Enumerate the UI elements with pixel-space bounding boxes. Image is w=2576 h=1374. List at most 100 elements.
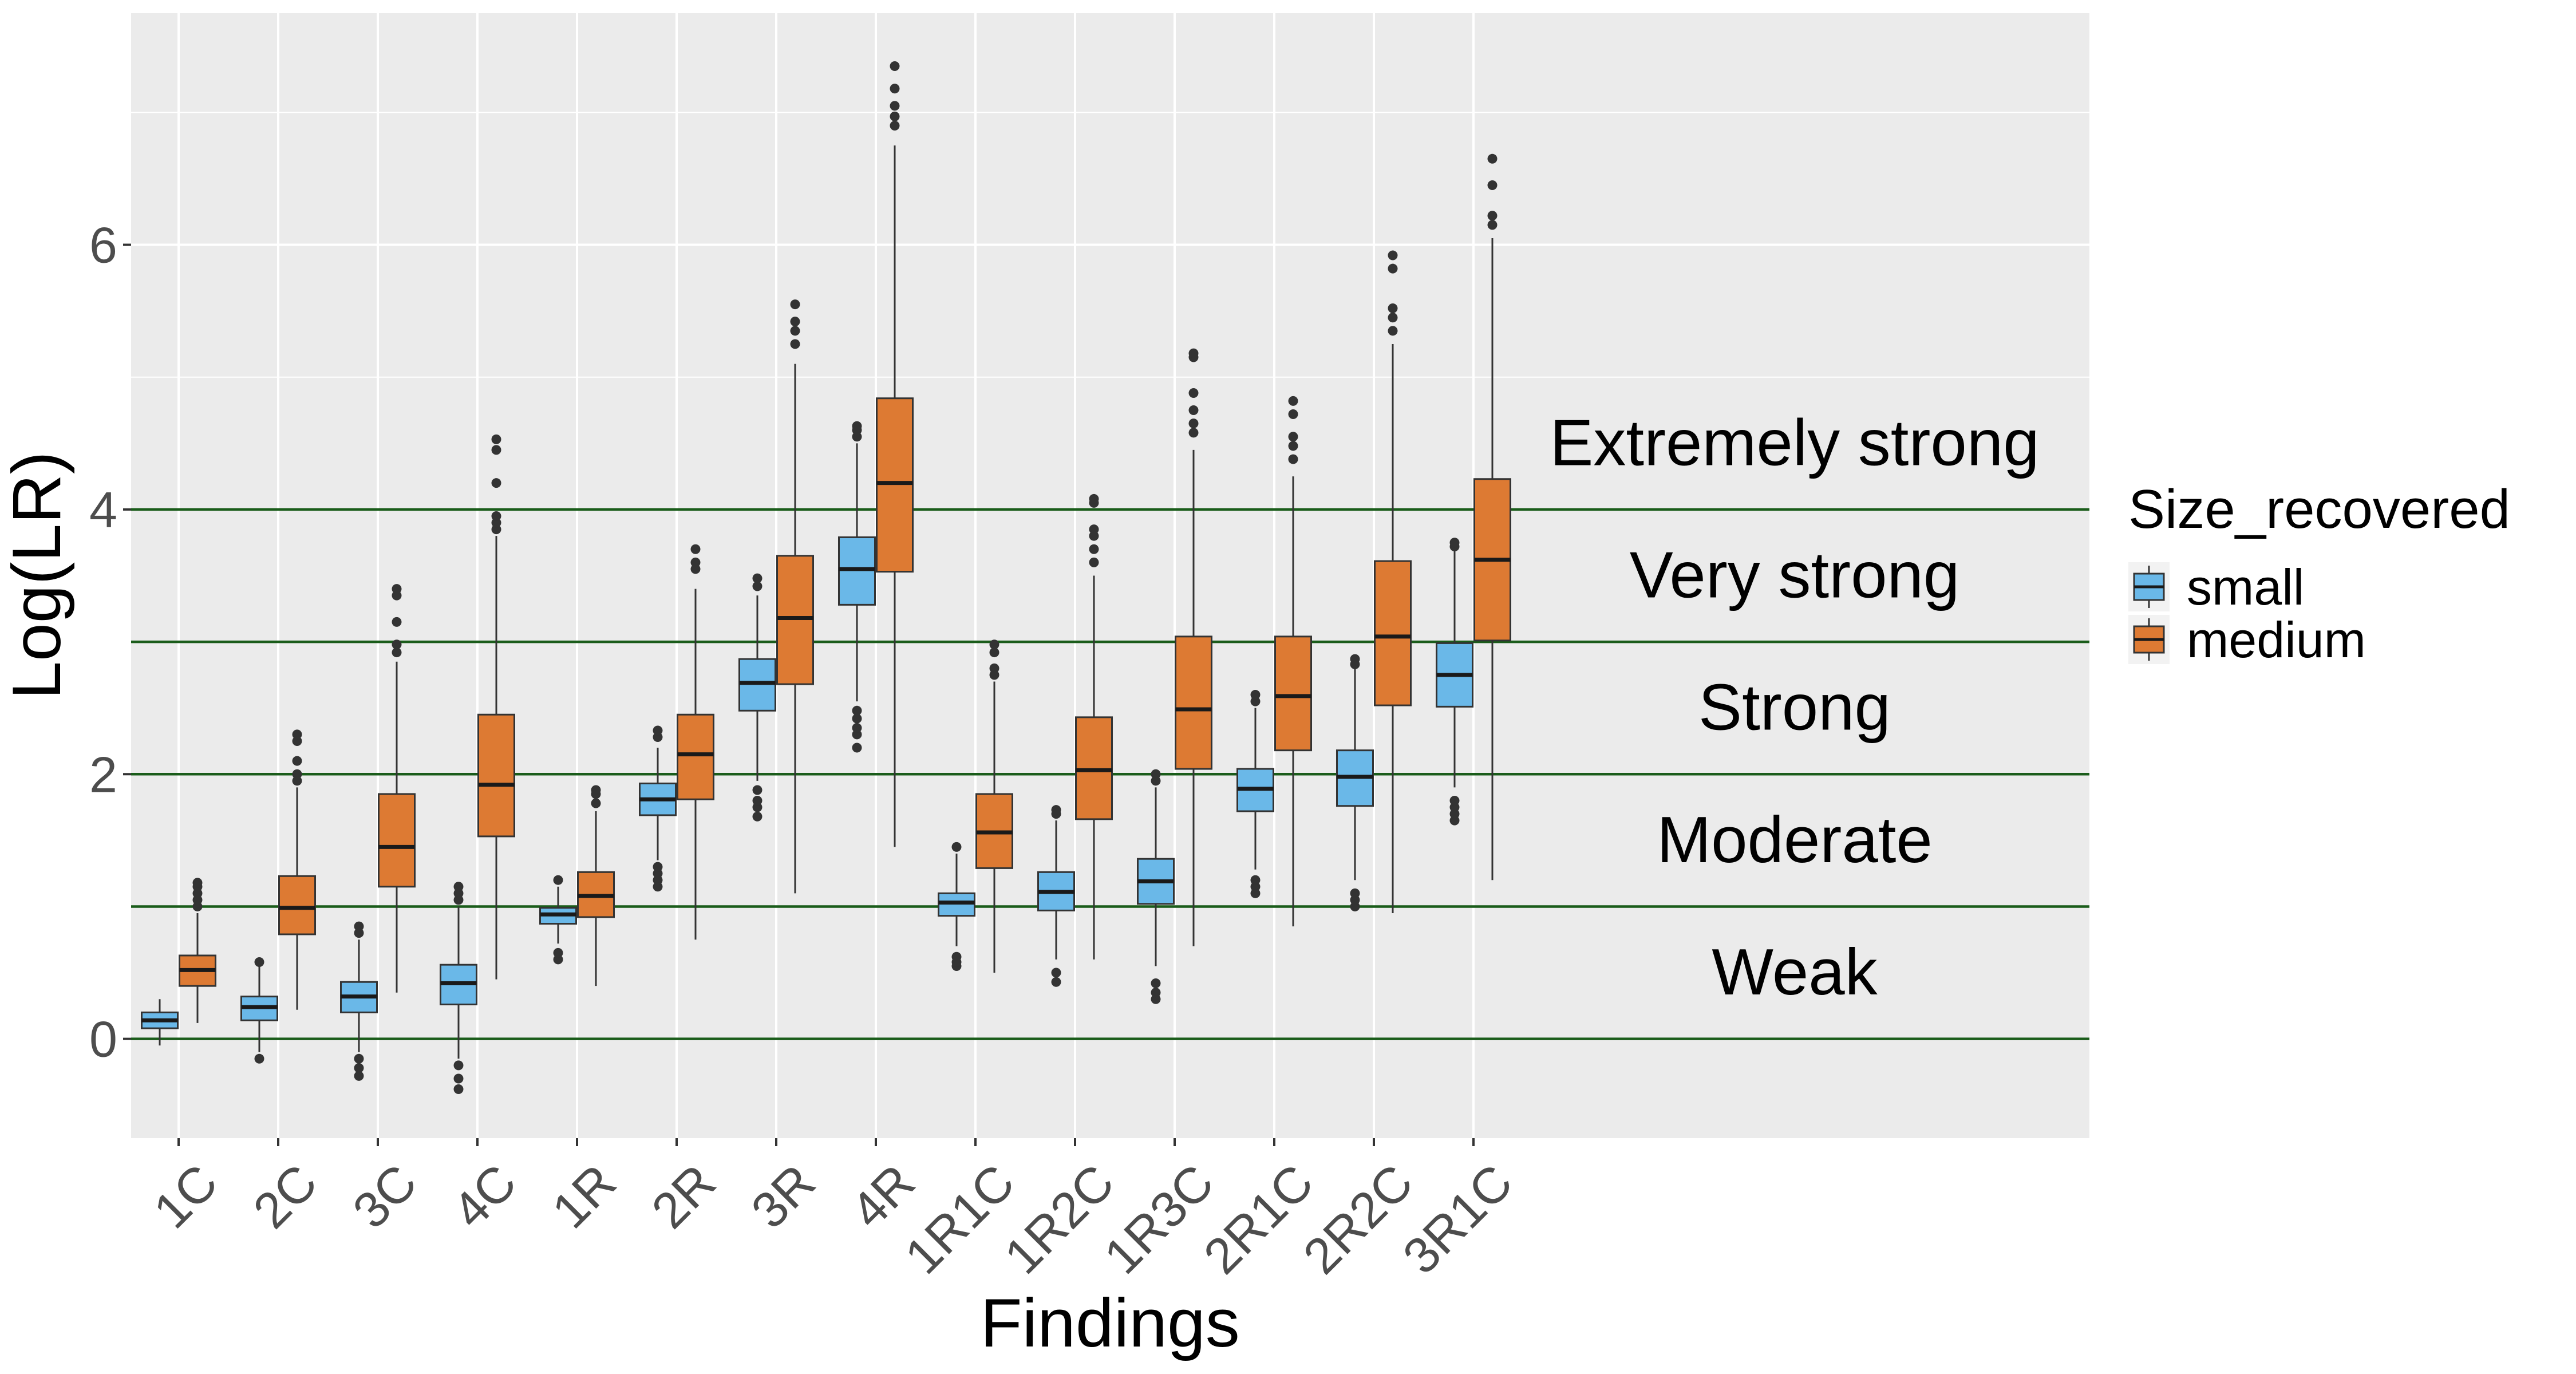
outlier-point	[951, 951, 962, 962]
outlier-point	[591, 785, 601, 795]
outlier-point	[1487, 211, 1498, 221]
box-medium-1R1C	[975, 639, 1013, 973]
legend-entry-medium: medium	[2128, 611, 2366, 668]
outlier-point	[852, 722, 862, 733]
x-tick-label: 1R2C	[994, 1154, 1125, 1285]
boxplots	[141, 61, 1511, 1094]
outlier-point	[591, 798, 601, 808]
outlier-point	[453, 1073, 464, 1084]
outlier-point	[1388, 326, 1398, 336]
box-medium-2R	[677, 544, 714, 940]
outlier-point	[1288, 396, 1298, 406]
y-tick-label: 4	[89, 481, 117, 538]
outlier-point	[951, 842, 962, 852]
outlier-point	[1188, 405, 1199, 416]
outlier-point	[790, 339, 800, 349]
x-axis-title: Findings	[980, 1285, 1240, 1361]
outlier-point	[292, 729, 302, 740]
box-iqr	[278, 875, 316, 935]
box-small-1R3C	[1137, 769, 1175, 1004]
y-tick-label: 0	[89, 1011, 117, 1068]
outlier-point	[453, 1060, 464, 1071]
outlier-point	[1188, 418, 1199, 429]
outlier-point	[354, 921, 364, 931]
outlier-point	[1051, 968, 1061, 978]
outlier-point	[292, 769, 302, 779]
band-labels: Weak Moderate Strong Very strong Extremely s…	[1550, 406, 2039, 1009]
y-axis-title: Log(LR)	[0, 451, 75, 700]
outlier-point	[491, 478, 501, 488]
outlier-point	[1288, 432, 1298, 442]
box-iqr	[1374, 560, 1412, 706]
band-label: Weak	[1712, 936, 1878, 1009]
y-tick-label: 6	[89, 217, 117, 274]
outlier-point	[890, 101, 900, 111]
outlier-point	[752, 811, 762, 822]
outlier-point	[1288, 409, 1298, 419]
x-tick-label: 2R2C	[1293, 1154, 1424, 1285]
outlier-point	[192, 878, 203, 888]
outlier-point	[752, 785, 762, 795]
x-tick-label: 3C	[342, 1154, 428, 1239]
box-medium-3R	[776, 299, 814, 894]
outlier-point	[1089, 544, 1099, 554]
x-tick-label: 1R3C	[1093, 1154, 1224, 1285]
outlier-point	[553, 875, 563, 885]
outlier-point	[790, 299, 800, 310]
outlier-point	[752, 796, 762, 806]
outlier-point	[1151, 988, 1161, 998]
outlier-point	[1388, 313, 1398, 323]
legend-title: Size_recovered	[2128, 479, 2510, 540]
box-medium-1R2C	[1075, 493, 1113, 960]
outlier-point	[1250, 875, 1261, 885]
outlier-point	[453, 1084, 464, 1094]
box-iqr	[378, 793, 416, 888]
x-tick-label: 1R1C	[894, 1154, 1025, 1285]
outlier-point	[1151, 769, 1161, 779]
outlier-point	[1089, 557, 1099, 567]
legend-entry-small: small	[2128, 559, 2304, 615]
outlier-point	[989, 647, 999, 658]
x-tick-label: 3R	[740, 1154, 826, 1239]
box-medium-3C	[378, 584, 416, 993]
outlier-point	[989, 639, 999, 650]
box-small-4R	[838, 421, 876, 753]
box-medium-3R1C	[1473, 153, 1511, 881]
outlier-point	[890, 84, 900, 94]
outlier-point	[752, 581, 762, 591]
outlier-point	[752, 573, 762, 583]
outlier-point	[890, 111, 900, 121]
outlier-point	[491, 445, 501, 455]
outlier-point	[1188, 348, 1199, 358]
outlier-point	[852, 743, 862, 753]
outlier-point	[392, 584, 402, 594]
outlier-point	[1350, 654, 1360, 664]
outlier-point	[1388, 250, 1398, 260]
box-medium-1R	[577, 785, 615, 986]
box-small-1R2C	[1037, 805, 1075, 987]
outlier-point	[1188, 388, 1199, 398]
box-small-2R2C	[1336, 654, 1374, 911]
y-axis: 0 2 4 6	[89, 217, 131, 1068]
box-medium-1C	[179, 878, 216, 1023]
x-tick-label: 1C	[143, 1154, 228, 1239]
outlier-point	[1089, 493, 1099, 504]
legend-label: medium	[2187, 611, 2366, 668]
outlier-point	[852, 421, 862, 431]
outlier-point	[491, 511, 501, 521]
outlier-point	[1388, 263, 1398, 274]
outlier-point	[690, 557, 701, 567]
outlier-point	[453, 882, 464, 892]
outlier-point	[1487, 180, 1498, 191]
band-label: Moderate	[1657, 804, 1933, 876]
outlier-point	[653, 725, 663, 736]
outlier-point	[1288, 441, 1298, 451]
outlier-point	[1288, 454, 1298, 464]
outlier-point	[1188, 428, 1199, 438]
box-small-2R	[639, 725, 677, 892]
x-tick-label: 4C	[441, 1154, 527, 1239]
outlier-point	[989, 663, 999, 673]
